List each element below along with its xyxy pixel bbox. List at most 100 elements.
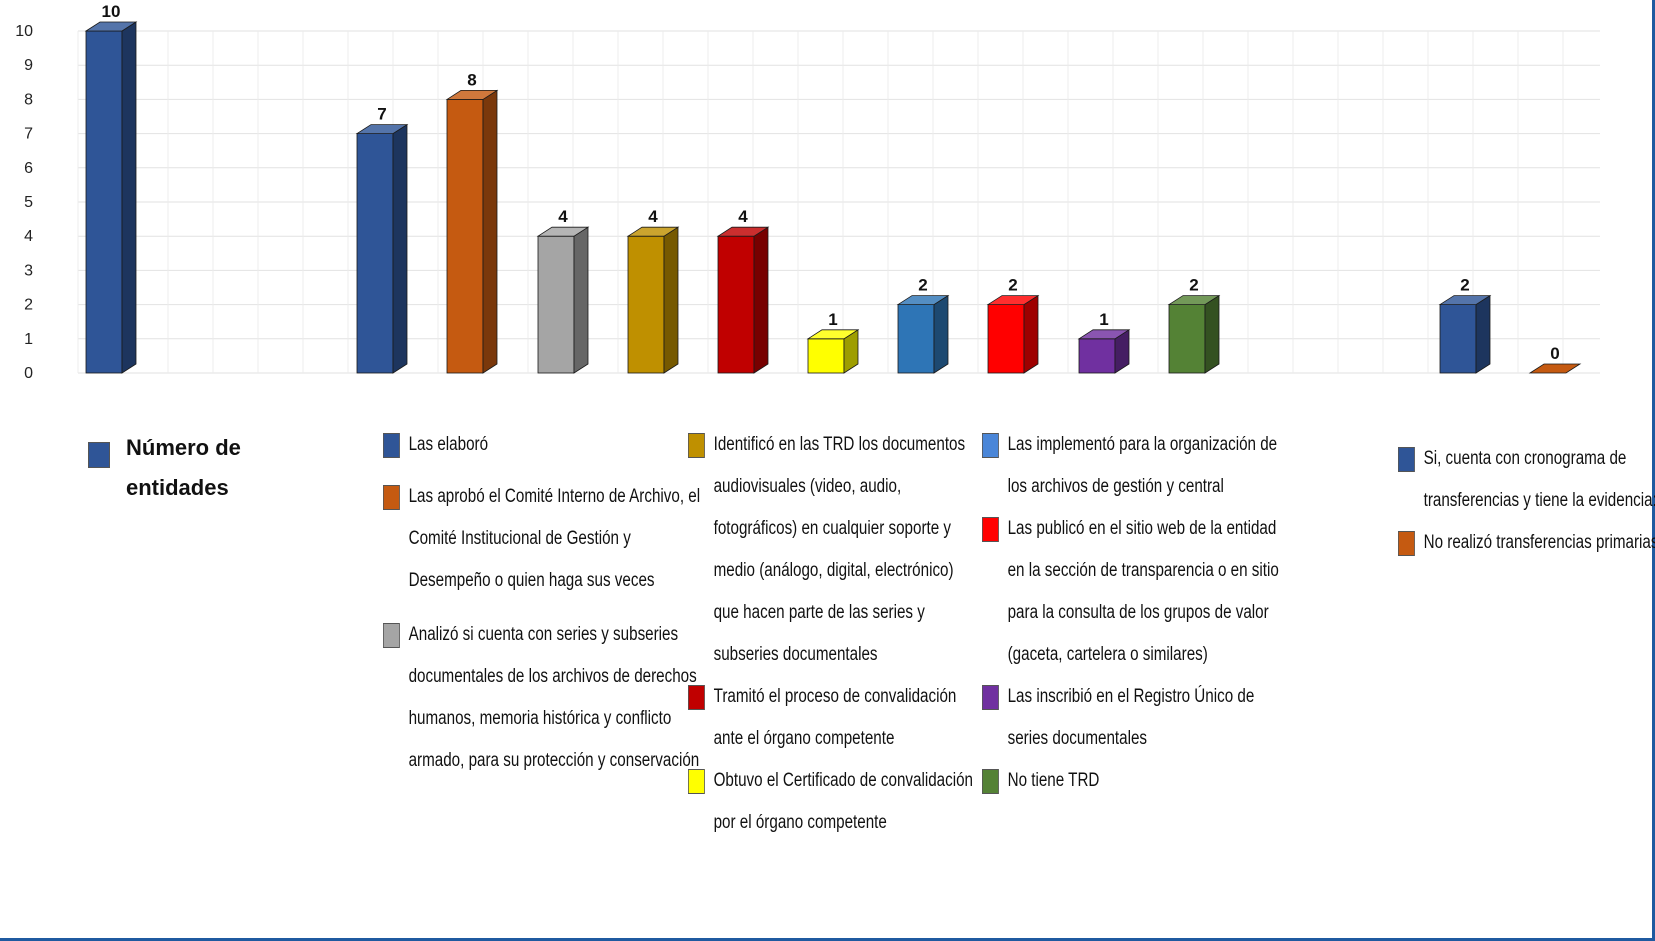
bar-front bbox=[85, 30, 123, 374]
bar bbox=[896, 294, 950, 374]
bar-top bbox=[1077, 329, 1131, 340]
bar-front bbox=[897, 304, 935, 374]
bar-side bbox=[663, 226, 679, 374]
legend-item: Las elaboró bbox=[383, 424, 709, 466]
legend-swatch bbox=[982, 685, 999, 710]
legend-swatch bbox=[383, 433, 400, 458]
bar-side bbox=[482, 89, 498, 374]
bars bbox=[84, 21, 1582, 374]
bar-side bbox=[121, 21, 137, 374]
data-label: 10 bbox=[102, 2, 121, 21]
legend-swatch bbox=[982, 517, 999, 542]
bar bbox=[84, 21, 138, 374]
legend-swatch bbox=[1398, 447, 1415, 472]
bar-top bbox=[896, 295, 950, 306]
legend-label: Las inscribió en el Registro Único de se… bbox=[1007, 686, 1255, 749]
bar bbox=[445, 89, 499, 374]
y-tick-label: 3 bbox=[24, 262, 33, 279]
bar-front bbox=[1078, 338, 1116, 374]
legend-label: Las aprobó el Comité Interno de Archivo,… bbox=[408, 486, 701, 591]
bar-front bbox=[807, 338, 845, 374]
data-label: 8 bbox=[467, 70, 476, 89]
data-label: 4 bbox=[558, 207, 568, 226]
legend-item: Las inscribió en el Registro Único de se… bbox=[982, 676, 1283, 760]
bar-front bbox=[446, 99, 484, 374]
bar-top bbox=[716, 226, 770, 237]
bar-side bbox=[1475, 294, 1491, 374]
bar-front bbox=[627, 235, 665, 374]
legend-swatch bbox=[383, 485, 400, 510]
y-tick-label: 2 bbox=[24, 297, 33, 314]
bar bbox=[1167, 294, 1221, 374]
bar bbox=[536, 226, 590, 374]
bar bbox=[806, 329, 860, 374]
data-label: 7 bbox=[377, 105, 386, 124]
bar bbox=[355, 123, 409, 374]
bar-chart: 0 1 2 3 4 5 6 7 8 9 10 10 7 8 4 4 4 1 2 2 1 2 2 0 bbox=[15, 2, 1600, 382]
legend-item: Si, cuenta con cronograma de transferenc… bbox=[1398, 438, 1655, 522]
bar bbox=[716, 226, 770, 374]
bar-side bbox=[392, 123, 408, 374]
grid-lines bbox=[77, 30, 1600, 374]
legend-swatch bbox=[88, 442, 110, 468]
y-tick-label: 4 bbox=[24, 228, 33, 245]
legend-item: No realizó transferencias primarias bbox=[1398, 522, 1655, 564]
legend-item: No tiene TRD bbox=[982, 760, 1283, 802]
legend-item: Tramitó el proceso de convalidación ante… bbox=[688, 676, 979, 760]
legend-item: Las aprobó el Comité Interno de Archivo,… bbox=[383, 476, 709, 602]
data-label: 4 bbox=[648, 207, 658, 226]
legend-item: Número de entidades bbox=[88, 428, 288, 508]
data-label: 1 bbox=[1099, 310, 1108, 329]
bar-side bbox=[573, 226, 589, 374]
legend-item: Las implementó para la organización de l… bbox=[982, 424, 1283, 508]
legend-label: Las elaboró bbox=[408, 434, 489, 455]
bar-front bbox=[1168, 304, 1206, 374]
legend-swatch bbox=[688, 769, 705, 794]
legend-swatch bbox=[688, 685, 705, 710]
bar-top bbox=[986, 295, 1040, 306]
bar bbox=[1077, 329, 1131, 374]
y-axis-ticks: 0 1 2 3 4 5 6 7 8 9 10 bbox=[15, 23, 33, 382]
bar-side bbox=[933, 294, 949, 374]
bar-side bbox=[1023, 294, 1039, 374]
legend-label: Si, cuenta con cronograma de transferenc… bbox=[1423, 448, 1655, 511]
legend-group-implementation: Las implementó para la organización de l… bbox=[982, 424, 1279, 802]
bar-top bbox=[1528, 363, 1582, 374]
legend-swatch bbox=[383, 623, 400, 648]
bar bbox=[626, 226, 680, 374]
data-label: 4 bbox=[738, 207, 748, 226]
bar-front bbox=[537, 235, 575, 374]
bar-top bbox=[626, 226, 680, 237]
data-label: 2 bbox=[918, 276, 927, 295]
data-label: 2 bbox=[1008, 276, 1017, 295]
legend-group-audiovisual: Identificó en las TRD los documentos aud… bbox=[688, 424, 973, 844]
legend-item: Identificó en las TRD los documentos aud… bbox=[688, 424, 979, 676]
y-tick-label: 7 bbox=[24, 126, 33, 143]
bar-top bbox=[536, 226, 590, 237]
bar-top bbox=[445, 90, 499, 100]
y-tick-label: 6 bbox=[24, 160, 33, 177]
data-label: 1 bbox=[828, 310, 837, 329]
legend-swatch bbox=[982, 433, 999, 458]
y-tick-label: 0 bbox=[24, 365, 33, 382]
legend-group-entities: Número de entidades bbox=[88, 428, 288, 508]
legend-label: Tramitó el proceso de convalidación ante… bbox=[713, 686, 957, 749]
bar bbox=[986, 294, 1040, 374]
bar bbox=[1438, 294, 1492, 374]
bar-top bbox=[84, 21, 138, 32]
bar bbox=[1528, 363, 1582, 374]
bar-top bbox=[806, 329, 860, 340]
legend-item: Las publicó en el sitio web de la entida… bbox=[982, 508, 1283, 676]
y-tick-label: 5 bbox=[24, 194, 33, 211]
bar-top bbox=[1167, 295, 1221, 306]
legend-swatch bbox=[982, 769, 999, 794]
data-label: 2 bbox=[1460, 276, 1469, 295]
bar-front bbox=[356, 133, 394, 374]
legend-label: Obtuvo el Certificado de convalidación p… bbox=[713, 770, 973, 833]
legend-label: No tiene TRD bbox=[1007, 770, 1100, 791]
data-label: 0 bbox=[1550, 344, 1559, 363]
legend-label: Identificó en las TRD los documentos aud… bbox=[713, 434, 966, 665]
legend-label: Número de entidades bbox=[126, 435, 241, 500]
bar-front bbox=[987, 304, 1025, 374]
bar-front bbox=[717, 235, 755, 374]
